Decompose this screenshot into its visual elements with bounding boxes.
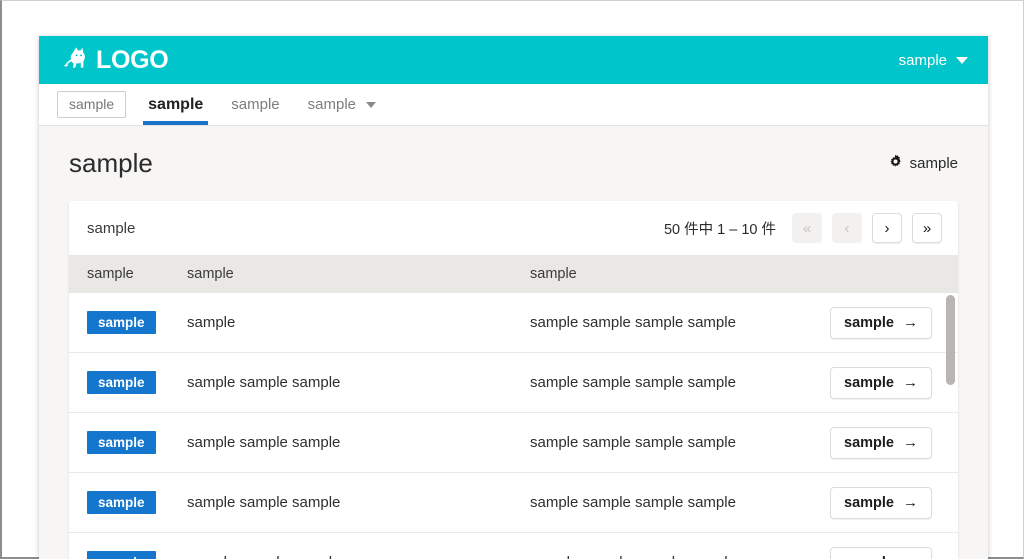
cat-icon [61, 46, 87, 75]
row-action-button[interactable]: sample → [830, 546, 932, 559]
status-badge: sample [87, 310, 156, 335]
card-toolbar-label: sample [87, 219, 136, 237]
cell-name: sample [187, 314, 236, 331]
account-menu[interactable]: sample [899, 52, 968, 69]
cell-status: sample [87, 490, 187, 515]
table-row[interactable]: sample sample sample sample sample sampl… [69, 413, 958, 473]
settings-link-label: sample [909, 155, 958, 172]
page-content: sample sample sample 50 件中 1 [39, 126, 988, 559]
arrow-right-icon: → [902, 314, 918, 331]
tab-label: sample [307, 96, 356, 113]
cell-name: sample sample sample [187, 374, 341, 391]
arrow-right-icon: → [902, 494, 918, 511]
tab-boxed-0[interactable]: sample [57, 90, 127, 118]
page-title: sample [69, 148, 153, 178]
card-toolbar: sample 50 件中 1 – 10 件 « ‹ › » [69, 201, 958, 255]
tab-label: sample [69, 96, 115, 112]
cell-status: sample [87, 550, 187, 559]
row-action-button[interactable]: sample → [830, 366, 932, 399]
status-badge: sample [87, 490, 156, 515]
column-header-status: sample [87, 266, 134, 282]
row-action-button[interactable]: sample → [830, 426, 932, 459]
cell-name: sample sample sample [187, 434, 341, 451]
cell-name: sample sample sample [187, 494, 341, 511]
pagination-first-button[interactable]: « [792, 213, 822, 243]
status-badge: sample [87, 550, 156, 559]
table-body: sample sample sample sample sample sampl… [69, 293, 958, 559]
cell-action: sample → [830, 306, 940, 339]
table-row[interactable]: sample sample sample sample sample sampl… [69, 473, 958, 533]
cell-action: sample → [830, 366, 940, 399]
tab-2[interactable]: sample [217, 84, 293, 125]
table-row[interactable]: sample sample sample sample sample sampl… [69, 533, 958, 559]
status-badge: sample [87, 370, 156, 395]
account-menu-label: sample [898, 51, 947, 69]
cell-detail: sample sample sample sample [530, 374, 736, 391]
row-action-button[interactable]: sample → [830, 306, 932, 339]
column-header-name: sample [187, 266, 234, 282]
table-row[interactable]: sample sample sample sample sample sampl… [69, 353, 958, 413]
column-header-detail: sample [530, 266, 577, 282]
cell-action: sample → [830, 426, 940, 459]
row-action-label: sample [844, 434, 894, 451]
tab-label: sample [148, 95, 204, 113]
tab-bar: sample sample sample sample [39, 84, 988, 126]
brand-text: LOGO [96, 45, 169, 74]
tab-3-dropdown[interactable]: sample [294, 84, 390, 125]
row-action-label: sample [844, 374, 894, 391]
data-card: sample 50 件中 1 – 10 件 « ‹ › » sample sam… [69, 201, 958, 559]
cell-detail: sample sample sample sample [530, 314, 736, 331]
tab-1-active[interactable]: sample [134, 84, 217, 125]
status-badge: sample [87, 430, 156, 455]
cell-status: sample [87, 430, 187, 455]
application-window: LOGO sample sample sample sample sample [39, 36, 988, 559]
arrow-right-icon: → [902, 434, 918, 451]
pagination: 50 件中 1 – 10 件 « ‹ › » [664, 213, 942, 243]
cell-detail: sample sample sample sample [530, 434, 736, 451]
cell-detail: sample sample sample sample [530, 494, 736, 511]
row-action-label: sample [844, 314, 894, 331]
brand-logo[interactable]: LOGO [61, 45, 169, 75]
table-scrollbar[interactable] [946, 293, 955, 559]
cell-name: sample sample sample [187, 554, 530, 559]
row-action-label: sample [844, 494, 894, 511]
arrow-right-icon: → [902, 374, 918, 391]
pagination-count: 50 件中 1 – 10 件 [663, 221, 776, 238]
gear-icon [888, 154, 903, 173]
chevron-down-icon [366, 101, 376, 108]
pagination-next-button[interactable]: › [872, 213, 902, 243]
cell-detail: sample sample sample sample [530, 554, 830, 559]
table-header-row: sample sample sample [69, 255, 958, 293]
row-action-button[interactable]: sample → [830, 486, 932, 519]
row-action-label: sample [844, 555, 894, 559]
cell-action: sample → [830, 546, 940, 559]
cell-status: sample [87, 310, 187, 335]
table-scrollbar-thumb[interactable] [946, 295, 955, 385]
page-header: sample sample [69, 148, 958, 201]
cell-action: sample → [830, 486, 940, 519]
app-header-bar: LOGO sample [39, 36, 988, 84]
pagination-last-button[interactable]: » [912, 213, 942, 243]
pagination-prev-button[interactable]: ‹ [832, 213, 862, 243]
table-row[interactable]: sample sample sample sample sample sampl… [69, 293, 958, 353]
caret-down-icon [956, 56, 968, 64]
cell-status: sample [87, 370, 187, 395]
settings-link[interactable]: sample [888, 154, 958, 173]
tab-label: sample [231, 96, 280, 113]
arrow-right-icon: → [903, 555, 918, 559]
